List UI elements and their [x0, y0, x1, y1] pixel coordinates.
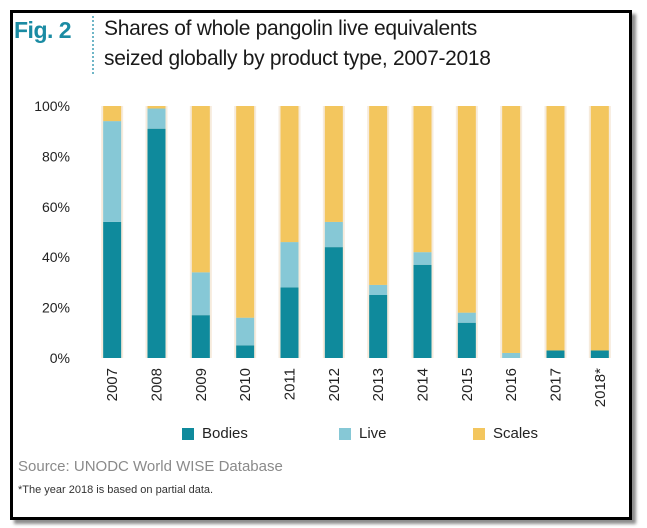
x-tick-label: 2013	[370, 368, 387, 401]
legend-label-live: Live	[359, 425, 387, 442]
footnote-text: *The year 2018 is based on partial data.	[18, 484, 214, 496]
source-text: Source: UNODC World WISE Database	[18, 458, 283, 475]
bar-live-2012	[324, 221, 343, 248]
bar-live-2008	[147, 108, 166, 129]
chart-legend: Bodies Live Scales	[0, 425, 647, 445]
bar-scales-2012	[324, 106, 343, 222]
bar-live-2016	[502, 352, 521, 358]
bar-live-2009	[191, 272, 210, 316]
y-tick-label: 20%	[42, 300, 70, 316]
legend-label-scales: Scales	[493, 425, 539, 442]
bar-bodies-2017	[546, 350, 565, 358]
bar-bodies-2014	[413, 264, 432, 358]
y-tick-label: 80%	[42, 148, 70, 164]
bar-live-2010	[236, 317, 255, 346]
bar-scales-2008	[147, 106, 166, 109]
y-tick-label: 100%	[34, 98, 70, 114]
x-tick-label: 2008	[149, 368, 166, 401]
x-tick-label: 2017	[548, 368, 565, 401]
x-tick-label: 2016	[503, 368, 520, 401]
bar-bodies-2011	[280, 287, 299, 358]
bar-bodies-2009	[191, 315, 210, 358]
bar-bodies-2010	[236, 345, 255, 358]
x-tick-label: 2018*	[592, 368, 609, 407]
x-tick-label: 2010	[237, 368, 254, 401]
x-tick-label: 2014	[415, 368, 432, 401]
bar-scales-2010	[236, 106, 255, 318]
bar-scales-2017	[546, 106, 565, 351]
bar-bodies-2012	[324, 247, 343, 358]
y-tick-label: 60%	[42, 199, 70, 215]
bar-bodies-2008	[147, 128, 166, 358]
legend-label-bodies: Bodies	[202, 425, 248, 442]
stacked-bar-chart: 0% 20% 40% 60% 80% 100% 2007 2008 2009 2010 2011 20…	[34, 98, 611, 407]
legend-swatch-bodies	[182, 427, 194, 440]
chart-title-line-2: seized globally by product type, 2007-20…	[104, 47, 491, 70]
bar-live-2015	[457, 312, 476, 323]
x-tick-label: 2015	[459, 368, 476, 401]
chart-title-line-1: Shares of whole pangolin live equivalent…	[104, 17, 477, 40]
x-tick-label: 2007	[104, 368, 121, 401]
y-tick-label: 40%	[42, 249, 70, 265]
bar-scales-2016	[502, 106, 521, 353]
bar-scales-2011	[280, 106, 299, 243]
bar-bodies-2007	[103, 221, 122, 358]
legend-item-live: Live	[339, 425, 387, 442]
x-tick-label: 2009	[193, 368, 210, 401]
x-tick-label: 2011	[282, 368, 299, 400]
figure-label: Fig. 2	[14, 17, 72, 43]
bar-scales-2018	[590, 106, 609, 351]
bar-scales-2009	[191, 106, 210, 273]
bar-scales-2014	[413, 106, 432, 253]
chart-title: Shares of whole pangolin live equivalent…	[104, 14, 604, 74]
bar-live-2013	[369, 284, 388, 295]
title-divider	[92, 16, 94, 74]
legend-item-scales: Scales	[473, 425, 538, 442]
legend-swatch-live	[339, 427, 351, 440]
bar-live-2007	[103, 121, 122, 222]
bar-bodies-2018	[590, 350, 609, 358]
bar-scales-2007	[103, 106, 122, 122]
bar-live-2014	[413, 252, 432, 265]
bar-scales-2013	[369, 106, 388, 285]
x-tick-label: 2012	[326, 368, 343, 401]
bar-bodies-2013	[369, 295, 388, 358]
legend-item-bodies: Bodies	[182, 425, 248, 442]
bar-bodies-2015	[457, 322, 476, 358]
y-tick-label: 0%	[50, 350, 70, 366]
bar-scales-2015	[457, 106, 476, 313]
legend-swatch-scales	[473, 427, 485, 440]
bar-live-2011	[280, 242, 299, 288]
